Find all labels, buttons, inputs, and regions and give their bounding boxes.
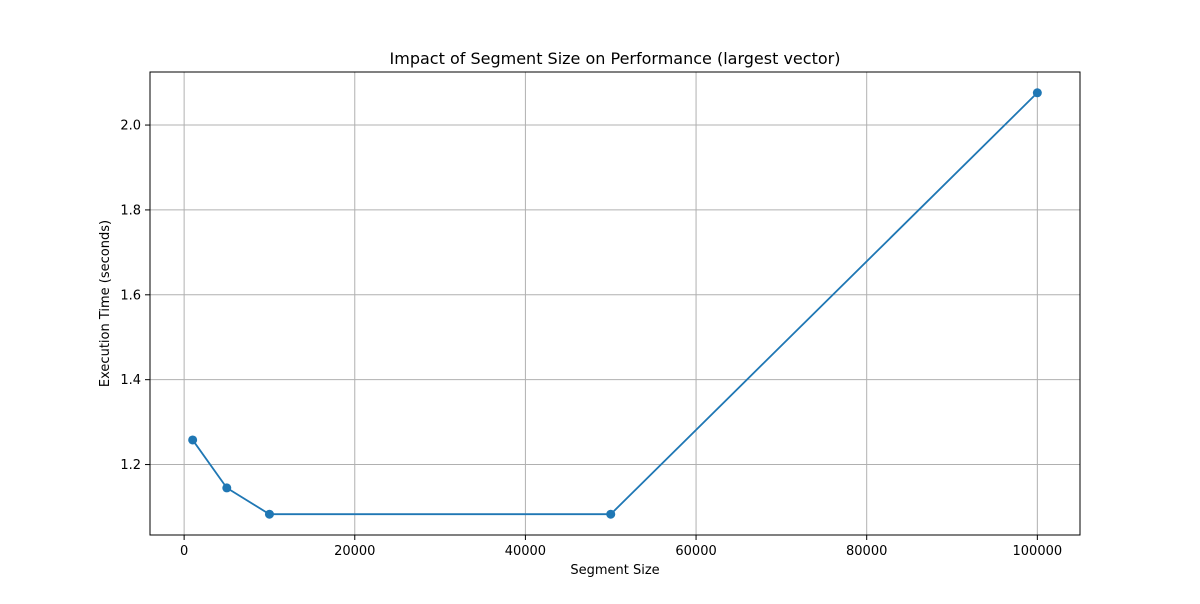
data-point — [188, 435, 198, 445]
axis-ticks: 0 20000 40000 60000 80000 100000 1.2 1.4 1.6 1.8 2… — [120, 119, 1062, 559]
chart-title: Impact of Segment Size on Performance (l… — [390, 49, 841, 68]
x-tick-label: 80000 — [846, 544, 887, 559]
x-tick-label: 60000 — [675, 544, 716, 559]
grid-lines — [150, 72, 1080, 535]
x-tick-label: 0 — [180, 544, 188, 559]
y-tick-label: 1.8 — [120, 203, 141, 218]
y-axis-label: Execution Time (seconds) — [98, 220, 113, 387]
y-tick-label: 1.6 — [120, 288, 141, 303]
y-tick-label: 1.2 — [120, 458, 141, 473]
x-tick-label: 20000 — [334, 544, 375, 559]
data-series — [188, 88, 1042, 519]
x-axis-label: Segment Size — [570, 563, 659, 578]
y-tick-label: 2.0 — [120, 119, 141, 134]
data-point — [264, 509, 274, 519]
data-point — [222, 483, 232, 493]
data-point — [606, 509, 616, 519]
data-point — [1032, 88, 1042, 98]
x-tick-label: 100000 — [1013, 544, 1063, 559]
plot-frame — [149, 71, 1081, 536]
x-tick-label: 40000 — [505, 544, 546, 559]
y-tick-label: 1.4 — [120, 373, 141, 388]
